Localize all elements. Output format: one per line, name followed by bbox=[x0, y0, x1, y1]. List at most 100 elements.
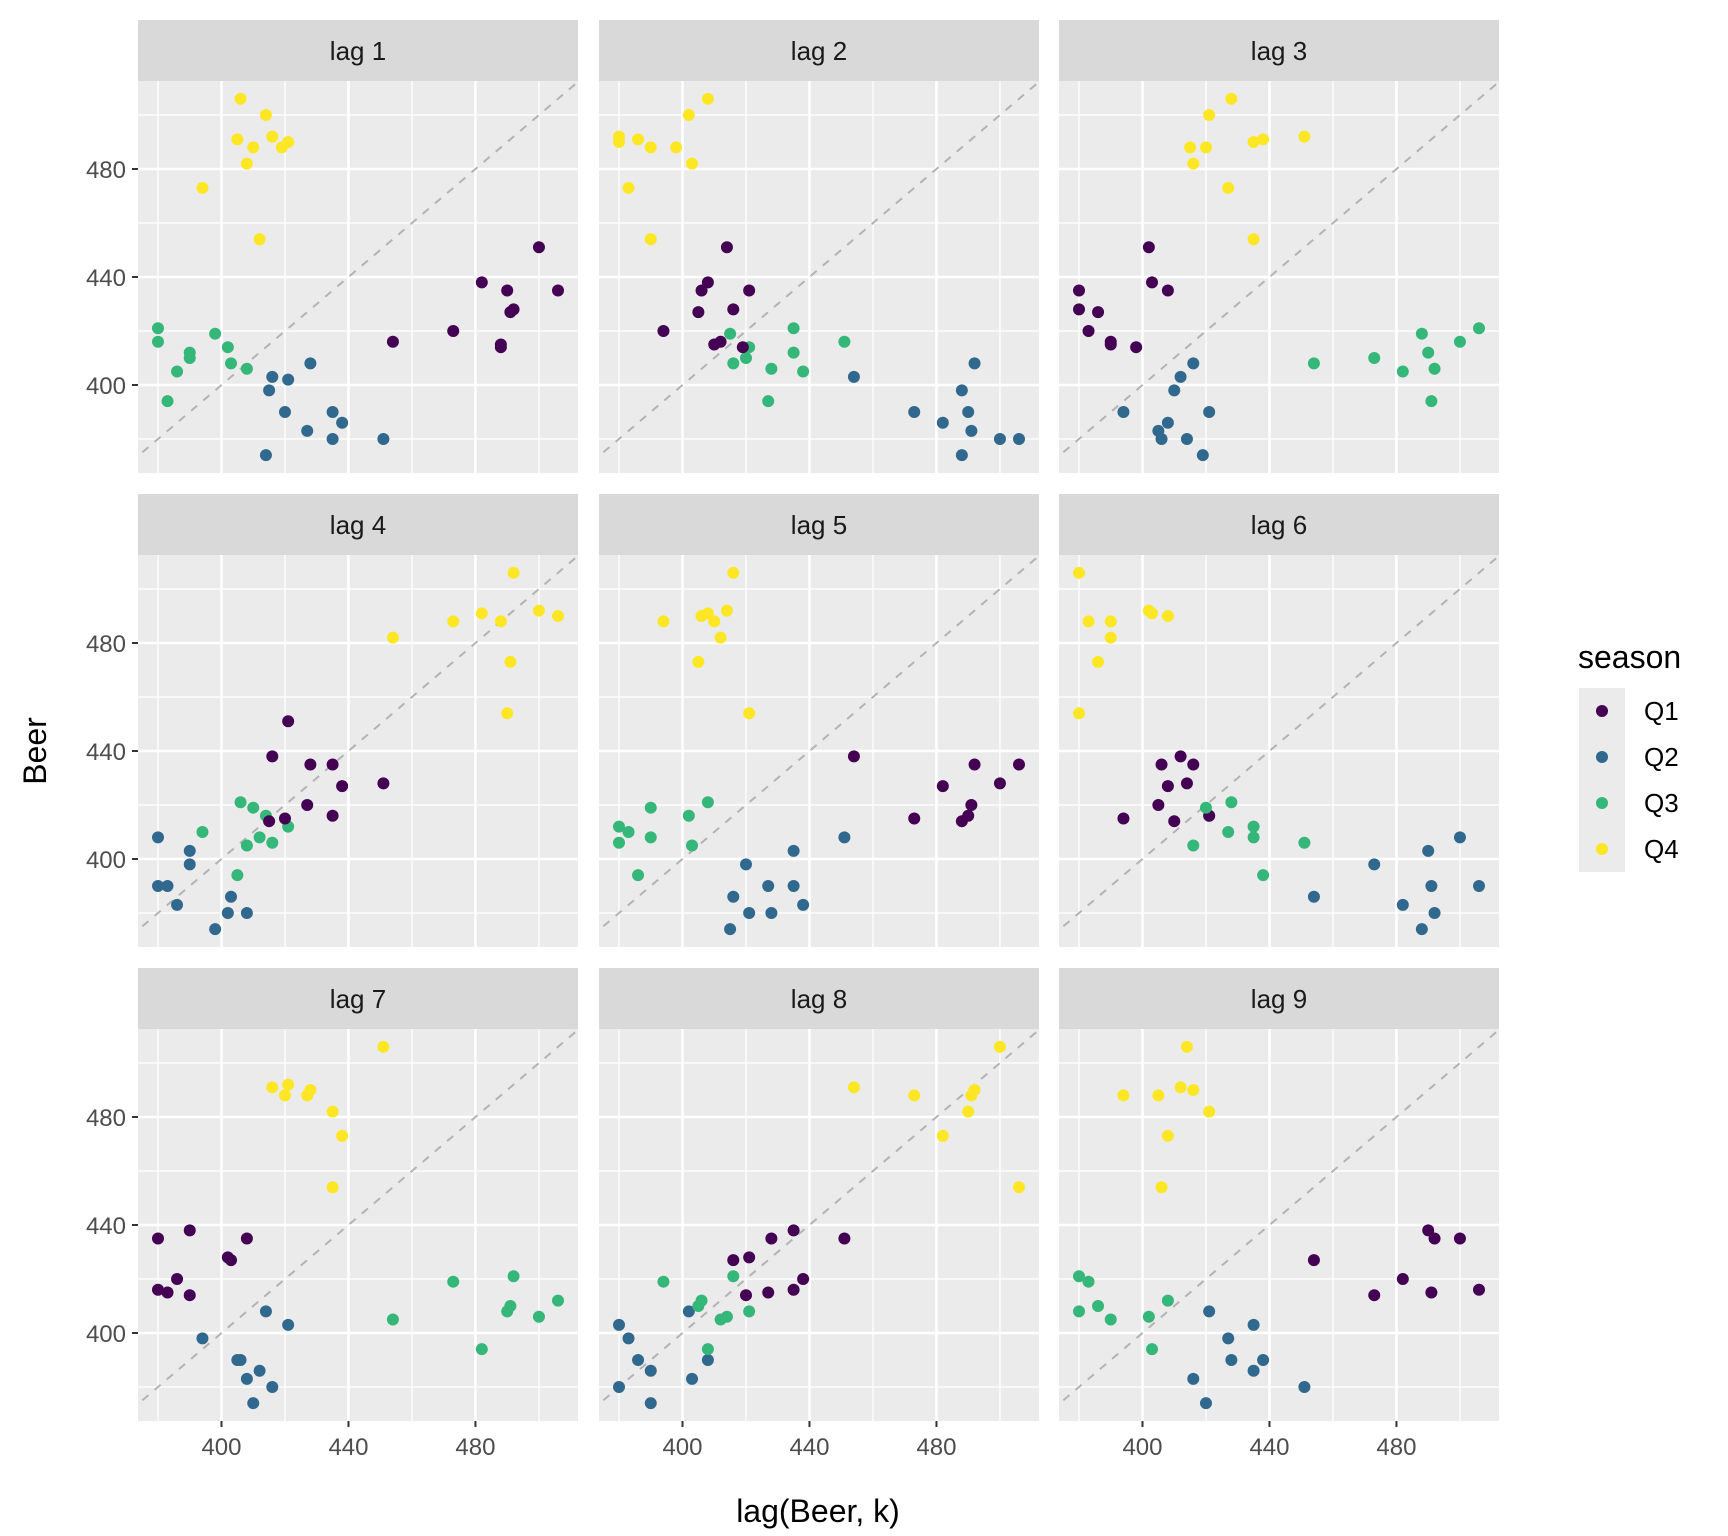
data-point-q4 bbox=[720, 604, 733, 617]
data-point-q3 bbox=[247, 801, 260, 814]
data-point-q4 bbox=[386, 631, 399, 644]
data-point-q2 bbox=[838, 831, 851, 844]
y-tick-label: 480 bbox=[86, 157, 126, 184]
data-point-q4 bbox=[1247, 136, 1260, 149]
legend-label-q4: Q4 bbox=[1644, 834, 1679, 864]
data-point-q1 bbox=[736, 341, 749, 354]
data-point-q2 bbox=[1368, 858, 1381, 871]
data-point-q4 bbox=[494, 615, 507, 628]
data-point-q4 bbox=[278, 1089, 291, 1102]
data-point-q1 bbox=[1130, 341, 1143, 354]
data-point-q1 bbox=[695, 284, 708, 297]
data-point-q1 bbox=[152, 1283, 164, 1296]
data-point-q3 bbox=[657, 1275, 670, 1288]
data-point-q2 bbox=[1307, 890, 1320, 903]
data-point-q4 bbox=[336, 1129, 349, 1142]
data-point-q1 bbox=[701, 276, 714, 289]
data-point-q1 bbox=[1161, 284, 1174, 297]
data-point-q3 bbox=[1257, 869, 1270, 882]
data-point-q4 bbox=[301, 1089, 314, 1102]
data-point-q1 bbox=[1307, 1254, 1320, 1267]
data-point-q4 bbox=[1298, 130, 1311, 143]
data-point-q2 bbox=[183, 858, 196, 871]
x-tick-label: 440 bbox=[789, 1434, 829, 1461]
data-point-q4 bbox=[266, 1081, 279, 1094]
data-point-q2 bbox=[739, 858, 752, 871]
data-point-q1 bbox=[908, 812, 921, 825]
data-point-q3 bbox=[1225, 796, 1238, 809]
data-point-q1 bbox=[304, 758, 317, 771]
data-point-q1 bbox=[727, 1254, 740, 1267]
y-tick-label: 480 bbox=[86, 631, 126, 658]
data-point-q3 bbox=[231, 869, 244, 882]
facet-panel: lag 6 bbox=[1059, 494, 1499, 947]
data-point-q4 bbox=[708, 615, 721, 628]
data-point-q4 bbox=[632, 133, 645, 146]
data-point-q3 bbox=[838, 335, 851, 348]
data-point-q3 bbox=[686, 839, 699, 852]
data-point-q3 bbox=[1425, 395, 1438, 408]
data-point-q2 bbox=[1257, 1353, 1270, 1366]
y-tick-label: 400 bbox=[86, 373, 126, 400]
facet-strip bbox=[599, 20, 1039, 81]
data-point-q2 bbox=[1225, 1353, 1238, 1366]
data-point-q2 bbox=[1117, 405, 1130, 418]
data-point-q1 bbox=[1453, 1232, 1466, 1245]
data-point-q1 bbox=[838, 1232, 851, 1245]
data-point-q4 bbox=[1092, 655, 1105, 668]
data-point-q2 bbox=[797, 898, 810, 911]
data-point-q1 bbox=[936, 780, 949, 793]
data-point-q1 bbox=[1174, 750, 1187, 763]
data-point-q2 bbox=[908, 405, 921, 418]
data-point-q3 bbox=[447, 1275, 460, 1288]
data-point-q2 bbox=[1199, 1397, 1212, 1410]
data-point-q3 bbox=[152, 322, 164, 335]
data-point-q1 bbox=[161, 1286, 174, 1299]
facet-strip-label: lag 5 bbox=[791, 510, 847, 540]
data-point-q3 bbox=[171, 365, 184, 378]
data-point-q2 bbox=[613, 1380, 625, 1393]
data-point-q1 bbox=[225, 1254, 238, 1267]
data-point-q1 bbox=[501, 284, 514, 297]
data-point-q3 bbox=[765, 362, 778, 375]
data-point-q4 bbox=[1073, 566, 1085, 579]
data-point-q4 bbox=[1104, 615, 1117, 628]
data-point-q4 bbox=[743, 707, 756, 720]
data-point-q1 bbox=[797, 1272, 810, 1285]
data-point-q1 bbox=[386, 335, 399, 348]
data-point-q2 bbox=[644, 1397, 657, 1410]
data-point-q2 bbox=[326, 432, 339, 445]
data-point-q4 bbox=[993, 1040, 1006, 1053]
data-point-q4 bbox=[1203, 1105, 1216, 1118]
data-point-q1 bbox=[552, 284, 564, 297]
data-point-q4 bbox=[1117, 1089, 1130, 1102]
data-point-q2 bbox=[644, 1364, 657, 1377]
data-point-q1 bbox=[152, 1232, 164, 1245]
data-point-q3 bbox=[797, 365, 810, 378]
data-point-q2 bbox=[936, 416, 949, 429]
data-point-q4 bbox=[1013, 1181, 1025, 1194]
data-point-q1 bbox=[1422, 1224, 1435, 1237]
data-point-q1 bbox=[266, 750, 279, 763]
data-point-q3 bbox=[1415, 327, 1428, 340]
data-point-q2 bbox=[152, 831, 164, 844]
facet-strip bbox=[599, 494, 1039, 555]
data-point-q3 bbox=[1073, 1305, 1085, 1318]
data-point-q4 bbox=[1161, 1129, 1174, 1142]
data-point-q2 bbox=[247, 1397, 260, 1410]
data-point-q3 bbox=[1092, 1299, 1105, 1312]
data-point-q3 bbox=[1247, 831, 1260, 844]
data-point-q1 bbox=[1104, 338, 1117, 351]
data-point-q3 bbox=[532, 1310, 545, 1323]
data-point-q2 bbox=[1422, 844, 1435, 857]
data-point-q1 bbox=[504, 306, 517, 319]
data-point-q4 bbox=[552, 610, 564, 623]
facet-strip-label: lag 9 bbox=[1251, 984, 1307, 1014]
data-point-q4 bbox=[622, 181, 635, 194]
data-point-q1 bbox=[183, 1224, 196, 1237]
data-point-q1 bbox=[1187, 758, 1200, 771]
y-axis-title: Beer bbox=[17, 717, 53, 785]
data-point-q2 bbox=[1428, 906, 1441, 919]
data-point-q1 bbox=[1368, 1289, 1381, 1302]
reference-line-y-equals-x bbox=[138, 555, 578, 932]
